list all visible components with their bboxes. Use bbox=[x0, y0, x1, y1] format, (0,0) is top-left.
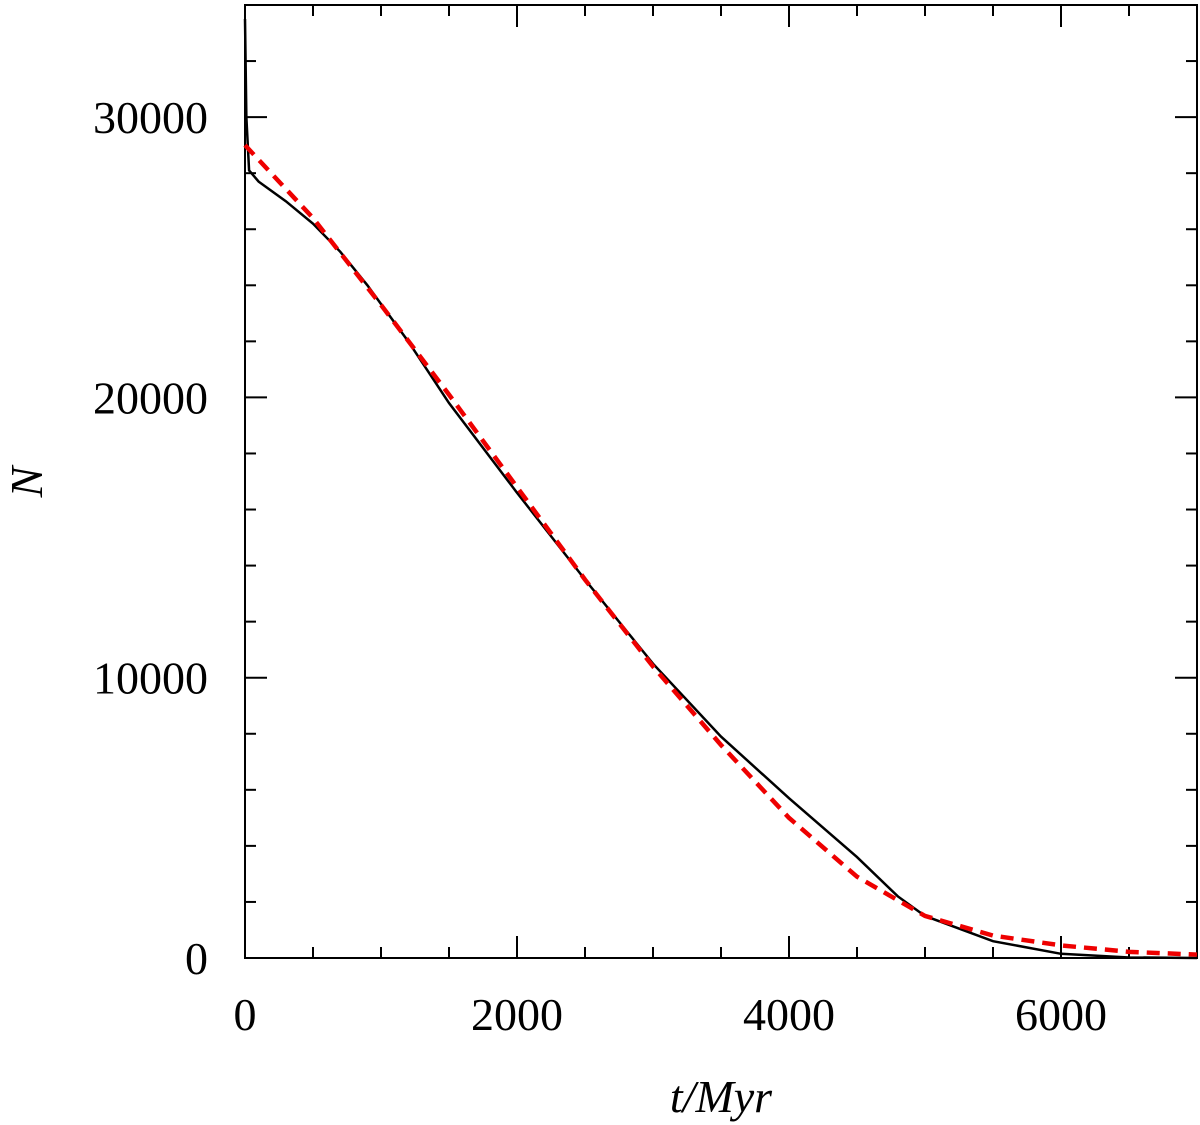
y-tick-label: 20000 bbox=[93, 372, 208, 423]
y-tick-label: 0 bbox=[185, 933, 208, 984]
y-tick-label: 10000 bbox=[93, 653, 208, 704]
x-tick-label: 2000 bbox=[471, 989, 563, 1040]
data-line bbox=[243, 143, 1198, 957]
x-tick-label: 4000 bbox=[743, 989, 835, 1040]
x-axis-label: t/Myr bbox=[670, 1071, 773, 1122]
data-line bbox=[243, 18, 1198, 960]
x-tick-label: 6000 bbox=[1015, 989, 1107, 1040]
x-tick-label: 0 bbox=[234, 989, 257, 1040]
y-tick-label: 30000 bbox=[93, 92, 208, 143]
y-axis-label: N bbox=[1, 464, 52, 498]
plot-frame bbox=[244, 4, 1198, 959]
